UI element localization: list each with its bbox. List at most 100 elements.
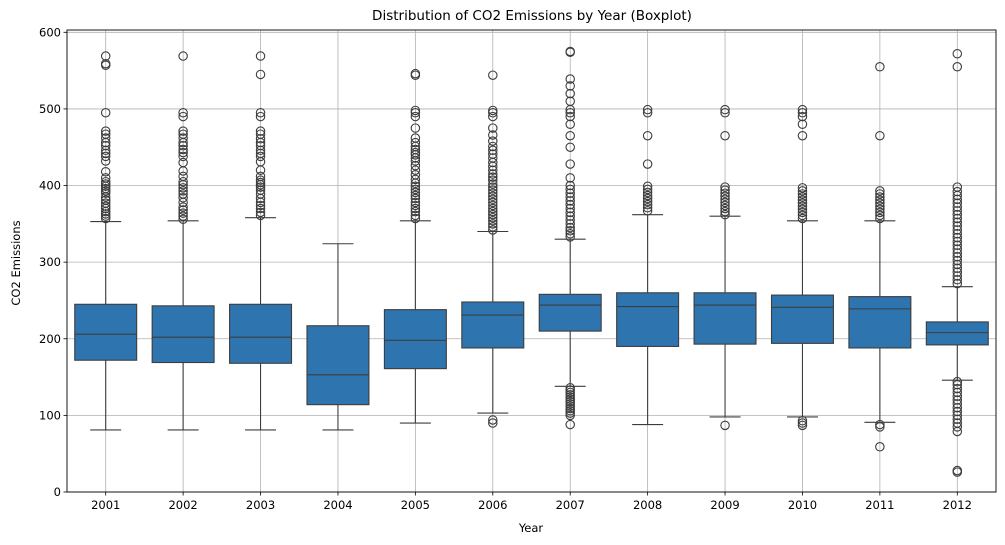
x-tick-label: 2007	[556, 498, 585, 512]
outlier-point	[565, 401, 575, 411]
box-iqr	[306, 325, 370, 406]
x-tick-label: 2003	[246, 498, 275, 512]
outlier-point	[875, 62, 885, 72]
outlier-point	[100, 195, 111, 205]
outlier-point	[720, 203, 730, 214]
outlier-point	[488, 222, 498, 232]
box-group-2006	[461, 70, 525, 428]
outlier-point	[178, 202, 188, 212]
outlier-point	[952, 217, 963, 228]
outlier-point	[952, 202, 963, 212]
outlier-point	[488, 216, 498, 226]
box-iqr	[461, 301, 525, 349]
outlier-point	[255, 200, 266, 211]
outlier-point	[100, 209, 111, 219]
outlier-point	[488, 165, 498, 175]
outlier-point	[952, 232, 963, 243]
outlier-point	[255, 140, 266, 151]
box-iqr	[151, 305, 215, 364]
box-group-2002	[151, 51, 215, 431]
outlier-point	[255, 148, 266, 159]
outlier-point	[952, 422, 963, 432]
outlier-point	[255, 210, 266, 221]
outlier-point	[720, 200, 730, 211]
outlier-point	[720, 130, 730, 141]
outlier-point	[488, 111, 498, 122]
y-tick-label: 0	[54, 485, 61, 499]
outlier-point	[100, 156, 111, 166]
outlier-point	[100, 186, 111, 196]
outlier-point	[720, 420, 730, 431]
outlier-point	[178, 51, 188, 61]
outlier-point	[952, 387, 963, 398]
x-tick-label: 2012	[943, 498, 972, 512]
outlier-point	[565, 385, 575, 395]
outlier-point	[952, 221, 963, 231]
outlier-point	[565, 396, 575, 407]
outlier-point	[410, 137, 421, 148]
outlier-point	[488, 145, 498, 156]
outlier-point	[488, 197, 498, 208]
outlier-point	[952, 240, 963, 251]
outlier-point	[642, 206, 653, 216]
box-group-2001	[74, 51, 138, 431]
x-tick-label: 2011	[865, 498, 894, 512]
outlier-point	[952, 225, 963, 235]
outlier-point	[488, 212, 498, 223]
box-group-2010	[770, 104, 834, 431]
outlier-point	[797, 210, 808, 221]
outlier-point	[565, 408, 575, 418]
box-group-2004	[306, 243, 370, 431]
outlier-point	[565, 389, 575, 400]
outlier-point	[565, 192, 575, 202]
outlier-point	[178, 133, 188, 143]
outlier-point	[642, 203, 653, 213]
outlier-point	[488, 169, 498, 179]
outlier-point	[100, 213, 111, 224]
outlier-point	[488, 203, 498, 214]
outlier-point	[875, 130, 885, 141]
y-tick-label: 200	[39, 332, 61, 346]
chart-title: Distribution of CO2 Emissions by Year (B…	[372, 8, 692, 24]
outlier-point	[797, 119, 808, 129]
outlier-point	[565, 119, 575, 129]
outlier-point	[952, 267, 963, 277]
outlier-point	[875, 422, 885, 432]
outlier-point	[410, 181, 421, 192]
outlier-point	[565, 96, 575, 107]
outlier-point	[952, 259, 963, 270]
outlier-point	[410, 197, 421, 208]
outlier-point	[565, 207, 575, 218]
outlier-point	[100, 58, 111, 69]
outlier-point	[565, 188, 575, 198]
box-group-2008	[616, 104, 680, 426]
outlier-point	[797, 183, 808, 193]
outlier-point	[488, 194, 498, 205]
outlier-point	[178, 205, 188, 215]
outlier-point	[797, 195, 808, 205]
outlier-point	[178, 193, 188, 203]
outlier-point	[488, 141, 498, 152]
outlier-point	[255, 185, 266, 195]
y-tick-label: 600	[39, 25, 61, 39]
outlier-point	[488, 209, 498, 220]
outlier-point	[178, 176, 188, 187]
x-tick-label: 2010	[788, 498, 817, 512]
outlier-point	[178, 171, 188, 182]
y-tick-label: 300	[39, 255, 61, 269]
outlier-point	[100, 173, 111, 183]
outlier-point	[797, 198, 808, 208]
outlier-point	[255, 111, 266, 122]
outlier-point	[488, 172, 498, 182]
outlier-point	[875, 201, 885, 211]
outlier-point	[952, 391, 963, 401]
outlier-point	[720, 209, 730, 220]
outlier-point	[410, 203, 421, 214]
outlier-point	[797, 207, 808, 218]
outlier-point	[410, 111, 421, 122]
outlier-point	[488, 191, 498, 202]
outlier-point	[565, 184, 575, 195]
outlier-point	[410, 68, 421, 79]
outlier-point	[797, 204, 808, 215]
outlier-point	[255, 145, 266, 156]
